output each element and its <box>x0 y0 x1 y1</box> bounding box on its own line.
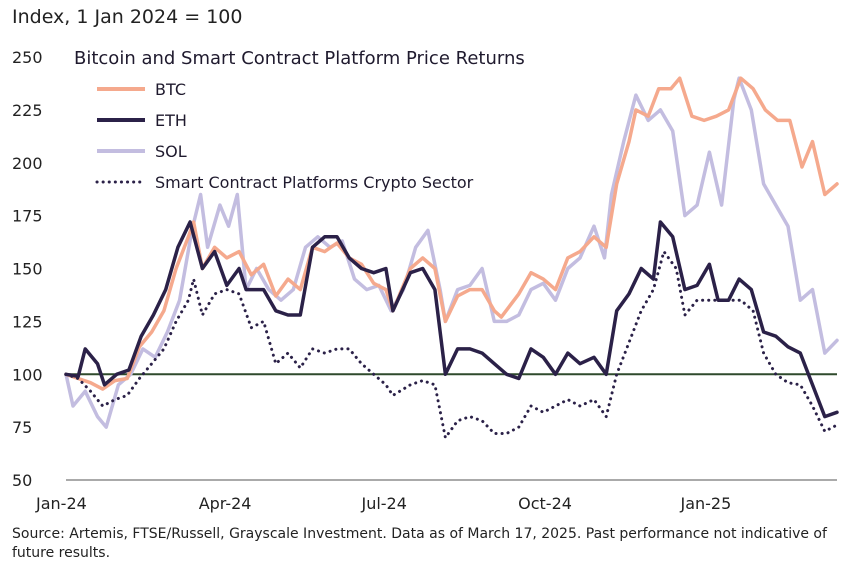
y-axis-unit-label: Index, 1 Jan 2024 = 100 <box>12 6 243 28</box>
x-tick-label: Jul-24 <box>360 494 406 513</box>
series-line-btc <box>64 76 839 391</box>
y-tick-label: 75 <box>12 418 32 437</box>
y-tick-label: 175 <box>12 207 43 226</box>
x-tick-label: Jan-24 <box>35 494 87 513</box>
y-tick-label: 125 <box>12 312 43 331</box>
legend: BTC ETH SOL Smart Contract Platforms Crypto… <box>95 80 474 192</box>
legend-label: Smart Contract Platforms Crypto Sector <box>155 173 474 192</box>
legend-label: SOL <box>155 142 187 161</box>
chart-title: Bitcoin and Smart Contract Platform Pric… <box>74 48 525 69</box>
y-tick-label: 50 <box>12 471 32 490</box>
series-line-eth <box>64 220 839 419</box>
y-tick-label: 200 <box>12 154 43 173</box>
y-axis-ticks: 50 75 100 125 150 175 200 225 250 <box>12 48 43 490</box>
source-note: Source: Artemis, FTSE/Russell, Grayscale… <box>12 526 827 561</box>
y-tick-label: 250 <box>12 48 43 67</box>
y-tick-label: 100 <box>12 365 43 384</box>
x-axis-ticks: Jan-24 Apr-24 Jul-24 Oct-24 Jan-25 <box>35 494 731 513</box>
y-tick-label: 150 <box>12 260 43 279</box>
series-layer <box>64 76 839 440</box>
x-tick-label: Oct-24 <box>518 494 572 513</box>
x-tick-label: Apr-24 <box>199 494 252 513</box>
legend-label: ETH <box>155 111 187 130</box>
legend-label: BTC <box>155 80 186 99</box>
y-tick-label: 225 <box>12 101 43 120</box>
series-line-smart-contract-platforms-crypto-sector <box>64 250 839 440</box>
x-tick-label: Jan-25 <box>679 494 731 513</box>
